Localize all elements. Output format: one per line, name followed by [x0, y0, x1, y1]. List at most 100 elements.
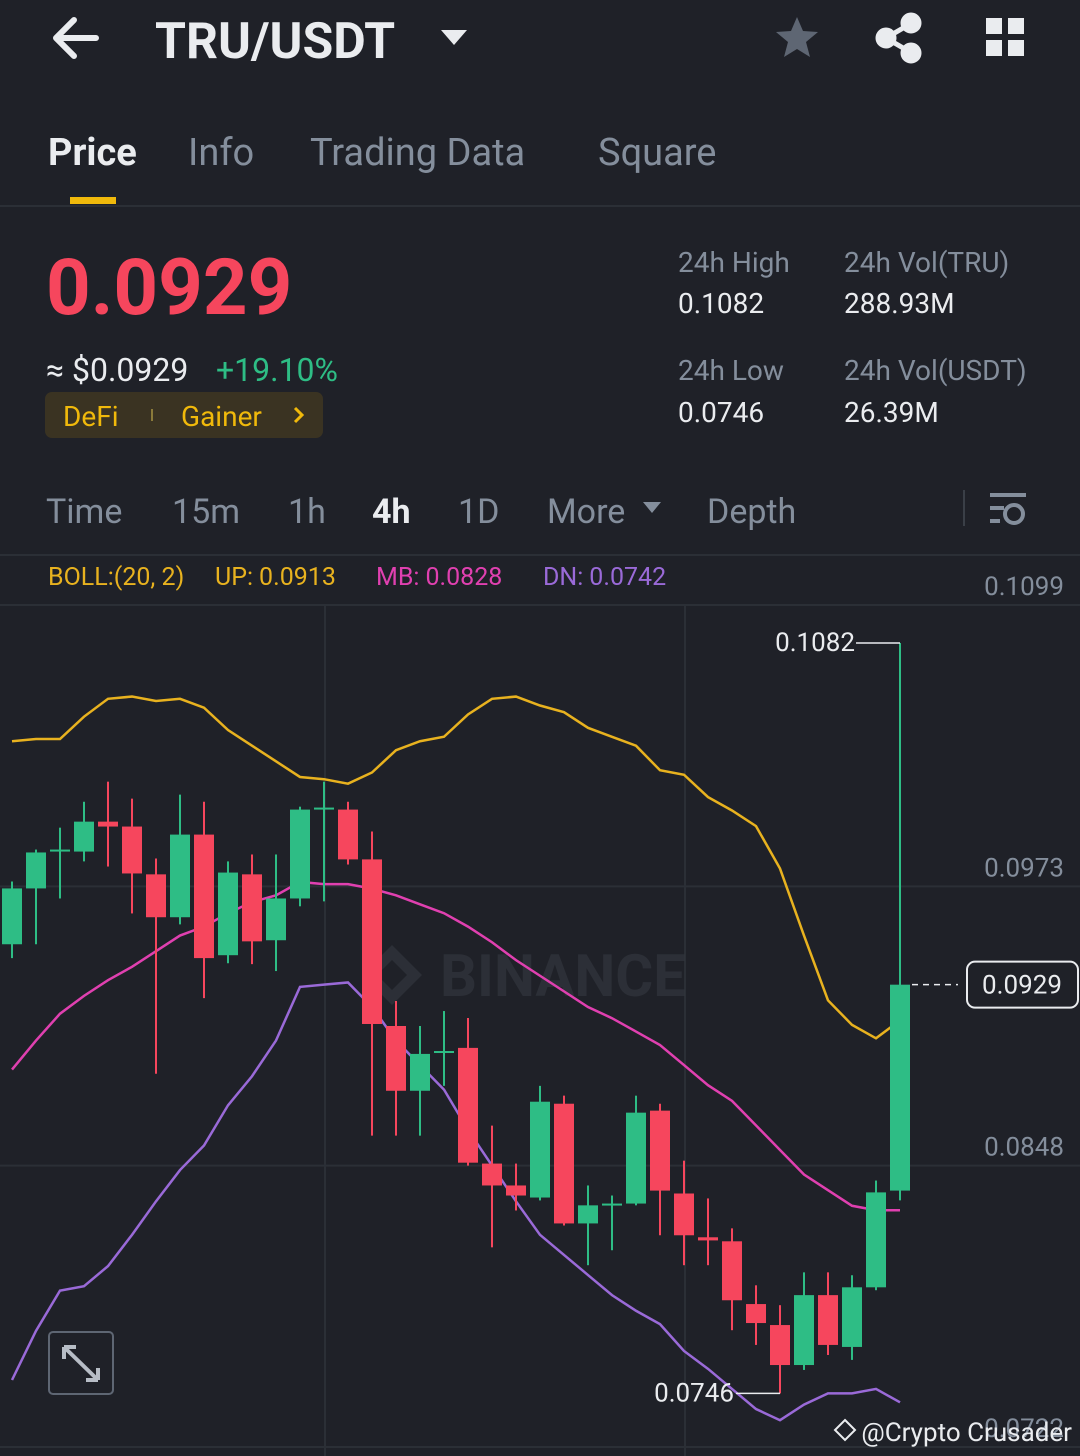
share-dot	[900, 42, 922, 64]
candle-body	[50, 849, 70, 852]
candle-body	[242, 874, 262, 942]
tab[interactable]: Info	[188, 131, 254, 175]
watermark-logo	[833, 1418, 857, 1442]
candle-body	[866, 1192, 886, 1288]
candle-body	[194, 834, 214, 959]
legend-entry: MB: 0.0828	[376, 563, 502, 592]
settings-bar	[990, 519, 1000, 523]
pair-title[interactable]: TRU/USDT	[155, 13, 395, 71]
stat-label: 24h Vol(TRU)	[844, 246, 1009, 279]
candle-body	[146, 874, 166, 918]
boll-line	[10, 981, 901, 1422]
candle-body	[362, 859, 382, 1024]
interval[interactable]: More	[547, 492, 625, 532]
candle-body	[818, 1295, 838, 1345]
legend-name: UP:	[215, 563, 253, 592]
price-change: +19.10%	[216, 351, 338, 389]
watermark-text: @Crypto Crusader	[861, 1418, 1072, 1448]
author-watermark: @Crypto Crusader	[833, 1418, 1072, 1448]
candle-body	[98, 821, 118, 827]
y-tick-label: 0.0973	[984, 853, 1064, 883]
candle-body	[314, 807, 334, 810]
boll-line	[11, 695, 901, 1040]
candle-body	[266, 898, 286, 941]
more-dropdown[interactable]	[643, 502, 661, 513]
candle-body	[74, 821, 94, 852]
tab[interactable]: Trading Data	[310, 131, 525, 175]
interval-bar: Time 15m 1h 4h 1D More Depth	[46, 492, 796, 532]
interval[interactable]: 4h	[372, 492, 411, 532]
candle-body	[434, 1051, 454, 1054]
candle-body	[2, 888, 22, 945]
back-button[interactable]	[53, 17, 99, 59]
favorite-star[interactable]	[776, 17, 818, 57]
candle-body	[722, 1241, 742, 1301]
legend-name: DN:	[543, 563, 583, 592]
candle-body	[602, 1203, 622, 1206]
candle-body	[842, 1287, 862, 1347]
candle-body	[650, 1110, 670, 1191]
share-icon[interactable]	[875, 12, 922, 64]
tag-badge[interactable]	[45, 392, 323, 438]
stat-label: 24h High	[678, 246, 790, 279]
last-price-box	[966, 960, 1079, 1009]
stat-value: 0.1082	[678, 287, 764, 320]
settings-gear	[1003, 503, 1025, 525]
tag-separator	[151, 409, 153, 421]
candle-body	[410, 1053, 430, 1091]
last-price-label: 0.0929	[982, 971, 1062, 1001]
tag: Gainer	[181, 400, 262, 433]
interval[interactable]: Time	[46, 492, 122, 532]
low-label: 0.0746	[654, 1378, 734, 1408]
candle-body	[674, 1193, 694, 1236]
boll-line	[11, 880, 900, 1212]
tab-underline	[70, 197, 116, 204]
grid-square	[1008, 18, 1024, 34]
last-price: 0.0929	[46, 243, 292, 334]
fiat-price: ≈ $0.0929	[46, 351, 188, 389]
legend-value: 0.0913	[259, 563, 336, 592]
candle-body	[170, 834, 190, 918]
candle-body	[578, 1205, 598, 1224]
y-tick-label: 0.0722	[984, 1414, 1064, 1444]
stat-value: 26.39M	[844, 396, 939, 429]
expand-icon	[62, 1345, 100, 1382]
stat-label: 24h Vol(USDT)	[844, 354, 1027, 387]
pair-dropdown[interactable]	[441, 30, 467, 45]
tab[interactable]: Price	[48, 131, 137, 175]
grid-square	[1008, 40, 1024, 56]
stat-value: 0.0746	[678, 396, 764, 429]
y-tick-label: 0.0848	[984, 1133, 1064, 1163]
interval[interactable]: 15m	[172, 492, 240, 532]
tab-bar: Price Info Trading Data Square	[48, 131, 716, 175]
legend-value: 0.0742	[589, 563, 666, 592]
fullscreen-button[interactable]	[48, 1331, 114, 1395]
chart-settings[interactable]	[990, 493, 1026, 525]
tab[interactable]: Square	[598, 131, 716, 175]
grid-square	[986, 40, 1002, 56]
candle-body	[218, 872, 238, 956]
legend: UP: 0.0913 MB: 0.0828 DN: 0.0742	[215, 563, 666, 592]
candle-body	[626, 1112, 646, 1204]
stat-label: 24h Low	[678, 354, 784, 387]
candle-body	[26, 852, 46, 889]
candle-body	[458, 1047, 478, 1163]
candle-body	[122, 826, 142, 874]
tag-chevron	[293, 406, 305, 424]
legend-entry: DN: 0.0742	[543, 563, 666, 592]
candle-body	[482, 1163, 502, 1186]
interval[interactable]: Depth	[707, 492, 796, 532]
layout-icon[interactable]	[986, 18, 1024, 56]
interval[interactable]: 1D	[458, 492, 499, 532]
tag: DeFi	[63, 400, 119, 433]
grid-square	[986, 18, 1002, 34]
candle-body	[290, 809, 310, 899]
share-dot	[900, 12, 922, 34]
interval[interactable]: 1h	[288, 492, 326, 532]
candle-body	[770, 1325, 790, 1366]
legend-entry: UP: 0.0913	[215, 563, 336, 592]
candle-body	[530, 1101, 550, 1198]
